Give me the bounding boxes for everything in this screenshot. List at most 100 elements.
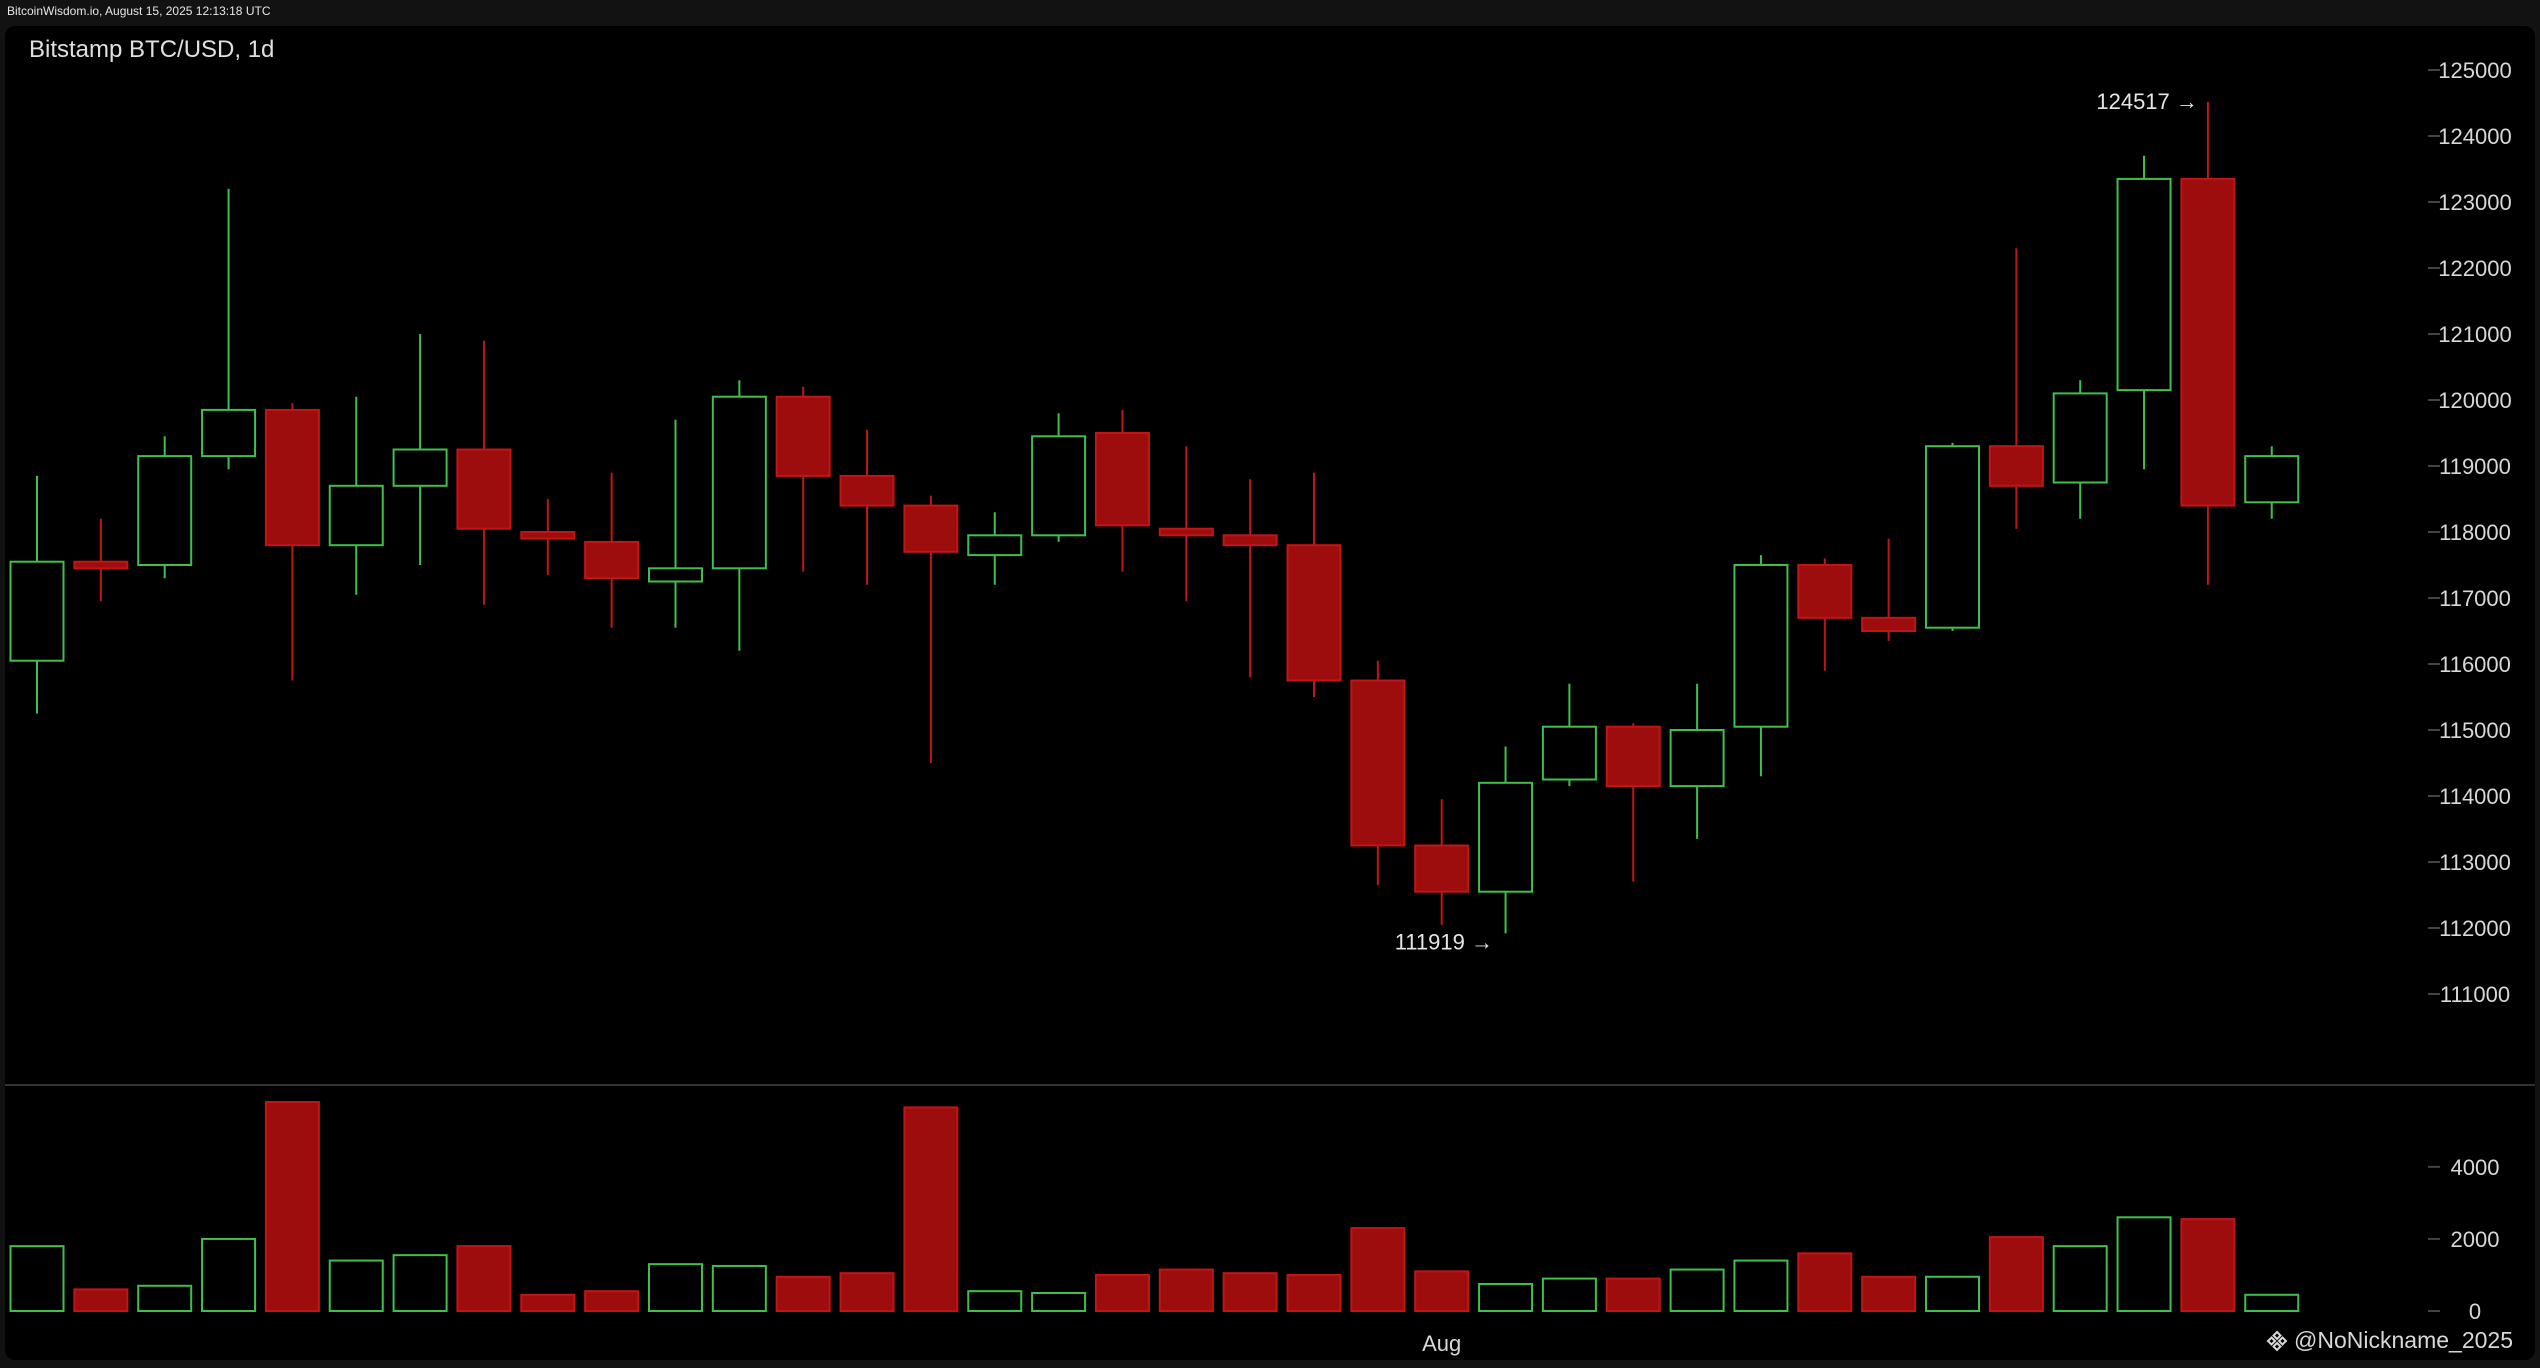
candle-body [584, 540, 640, 580]
volume-bar [903, 1106, 959, 1312]
candle [967, 512, 1023, 585]
candle [711, 380, 767, 651]
candle-body [456, 448, 512, 530]
candle-body [1669, 729, 1725, 788]
candle-body [520, 531, 576, 540]
volume-tick-label: 2000 [2451, 1227, 2500, 1252]
candle [1861, 538, 1917, 641]
extreme-price-annotation: 124517 → [2096, 89, 2198, 114]
chart-canvas[interactable]: 125000 124000 123000 122000 121000 120000 1190… [5, 26, 2535, 1360]
volume-bar [1350, 1227, 1406, 1313]
volume-bar [1861, 1275, 1917, 1312]
volume-bar [967, 1290, 1023, 1312]
price-tick-label: 120000 [2438, 388, 2511, 413]
candle [775, 386, 831, 572]
candle-body [1861, 616, 1917, 632]
candle [1541, 683, 1597, 787]
candle [328, 396, 384, 595]
extreme-price-annotation: 111919 → [1395, 929, 1493, 954]
chart-frame: 125000 124000 123000 122000 121000 120000 1190… [5, 26, 2535, 1360]
candle [2244, 446, 2300, 519]
volume-bar [1797, 1252, 1853, 1313]
volume-bar [2116, 1216, 2172, 1312]
candle-body [264, 408, 320, 547]
volume-bar [775, 1275, 831, 1312]
price-tick-label: 117000 [2439, 586, 2511, 611]
candle-body [1222, 534, 1278, 547]
price-tick-label: 119000 [2439, 454, 2511, 479]
volume-bar [2180, 1218, 2236, 1312]
candle [903, 495, 959, 763]
candle [1797, 558, 1853, 671]
candle-body [711, 395, 767, 570]
candle [1669, 683, 1725, 839]
volume-bar [1541, 1277, 1597, 1313]
candle [1988, 248, 2044, 529]
volume-bar [1925, 1275, 1980, 1312]
candle-body [2180, 177, 2236, 507]
source-header: BitcoinWisdom.io, August 15, 2025 12:13:… [7, 4, 271, 18]
price-tick-label: 123000 [2438, 190, 2511, 215]
volume-bar [9, 1245, 65, 1313]
volume-bar [73, 1288, 129, 1312]
candle-body [1733, 564, 1789, 728]
volume-bar [2052, 1245, 2108, 1313]
top-strip: BitcoinWisdom.io, August 15, 2025 12:13:… [0, 0, 2540, 26]
volume-bar [1094, 1273, 1150, 1313]
volume-bar [1478, 1282, 1534, 1312]
chart-title: Bitstamp BTC/USD, 1d [29, 36, 275, 63]
candle-body [73, 560, 129, 570]
volume-bar [1222, 1272, 1278, 1313]
volume-bar [1158, 1268, 1214, 1312]
candle-body [1158, 527, 1214, 537]
candle-body [648, 567, 703, 583]
candle [648, 419, 703, 628]
price-tick-label: 122000 [2438, 256, 2511, 281]
candle [584, 472, 640, 628]
candle-body [1478, 781, 1534, 893]
candle-body [1350, 679, 1406, 847]
candle-body [2244, 455, 2300, 504]
binance-diamond-icon [2266, 1330, 2288, 1352]
candle [1414, 799, 1470, 925]
price-tick-label: 118000 [2439, 520, 2511, 545]
candle [1286, 472, 1342, 697]
candle [201, 188, 257, 470]
volume-bar [137, 1284, 193, 1313]
price-tick-label: 113000 [2439, 850, 2511, 875]
candle [1094, 409, 1150, 572]
volume-bar [1733, 1259, 1789, 1313]
volume-bar [328, 1259, 384, 1313]
candle-body [1094, 432, 1150, 527]
candle [137, 436, 193, 579]
watermark: @NoNickname_2025 [2266, 1327, 2513, 1354]
candle [1222, 479, 1278, 678]
candle-body [201, 408, 257, 458]
candle-body [1031, 435, 1087, 537]
price-pane: 125000 124000 123000 122000 121000 120000 1190… [9, 58, 2512, 1007]
candle-body [1925, 445, 1980, 629]
volume-tick-label: 0 [2469, 1299, 2481, 1324]
candle [1350, 660, 1406, 886]
volume-tick-label: 4000 [2451, 1155, 2500, 1180]
volume-bar [584, 1290, 640, 1312]
price-tick-label: 121000 [2438, 322, 2511, 347]
candle-body [775, 395, 831, 477]
candle [2052, 380, 2108, 519]
price-tick-label: 116000 [2439, 652, 2511, 677]
candle-body [392, 448, 448, 487]
x-tick-label: Aug [1422, 1331, 1461, 1356]
volume-bar [392, 1254, 448, 1313]
candle-body [1797, 564, 1853, 619]
volume-pane: 4000 2000 0 [9, 1101, 2500, 1324]
price-tick-label: 125000 [2438, 58, 2511, 83]
x-axis: Aug [1422, 1331, 1461, 1356]
volume-bar [1031, 1291, 1087, 1313]
candle [392, 334, 448, 565]
volume-bar [201, 1237, 257, 1312]
candle-body [2116, 177, 2172, 392]
candle-body [967, 534, 1023, 557]
candle [264, 403, 320, 681]
candle-body [1414, 844, 1470, 893]
candle [1605, 723, 1661, 882]
